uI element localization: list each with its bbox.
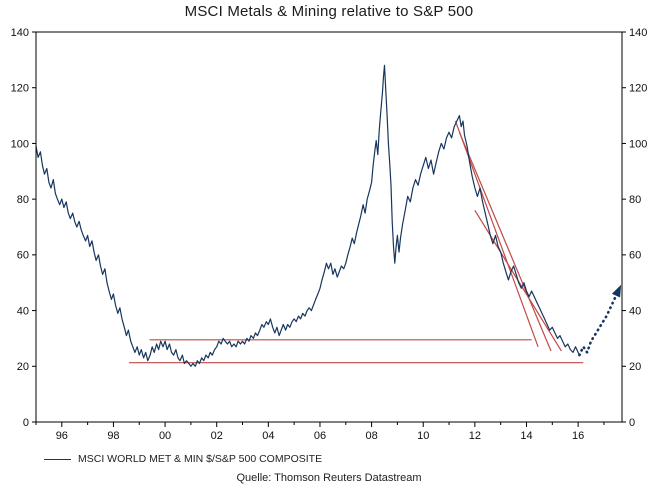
y-tick-label-left: 20 xyxy=(17,361,29,373)
y-tick-label-right: 120 xyxy=(629,83,647,95)
plot-border xyxy=(35,31,623,423)
x-tick-label: 06 xyxy=(314,430,326,442)
legend: MSCI WORLD MET & MIN $/S&P 500 COMPOSITE xyxy=(44,453,322,465)
y-tick-label-left: 60 xyxy=(17,250,29,262)
y-tick-label-left: 40 xyxy=(17,305,29,317)
x-tick-label: 16 xyxy=(572,430,584,442)
x-tick-label: 14 xyxy=(520,430,532,442)
series-line xyxy=(35,64,580,367)
legend-line-swatch xyxy=(44,458,71,460)
y-tick-label-right: 140 xyxy=(629,27,647,39)
x-tick-label: 98 xyxy=(107,430,119,442)
y-tick-label-right: 20 xyxy=(629,361,641,373)
chart-title: MSCI Metals & Mining relative to S&P 500 xyxy=(184,3,474,20)
y-tick-label-left: 100 xyxy=(11,138,29,150)
trendline xyxy=(458,132,552,352)
x-tick-label: 08 xyxy=(365,430,377,442)
y-tick-label-left: 0 xyxy=(23,417,29,429)
y-tick-label-right: 40 xyxy=(629,305,641,317)
y-tick-label-right: 100 xyxy=(629,138,647,150)
x-tick-label: 00 xyxy=(159,430,171,442)
x-tick-label: 04 xyxy=(262,430,274,442)
y-tick-label-left: 80 xyxy=(17,194,29,206)
source-credit: Quelle: Thomson Reuters Datastream xyxy=(236,472,422,484)
y-tick-label-left: 140 xyxy=(11,27,29,39)
x-tick-label: 10 xyxy=(417,430,429,442)
y-tick-label-right: 0 xyxy=(629,417,635,429)
x-tick-label: 96 xyxy=(56,430,68,442)
x-tick-label: 02 xyxy=(211,430,223,442)
y-tick-label-left: 120 xyxy=(11,83,29,95)
forecast-dotted-line xyxy=(578,289,620,357)
y-tick-label-right: 80 xyxy=(629,194,641,206)
legend-label: MSCI WORLD MET & MIN $/S&P 500 COMPOSITE xyxy=(78,453,323,465)
forecast-arrowhead xyxy=(611,284,622,298)
x-tick-label: 12 xyxy=(469,430,481,442)
y-tick-label-right: 60 xyxy=(629,250,641,262)
